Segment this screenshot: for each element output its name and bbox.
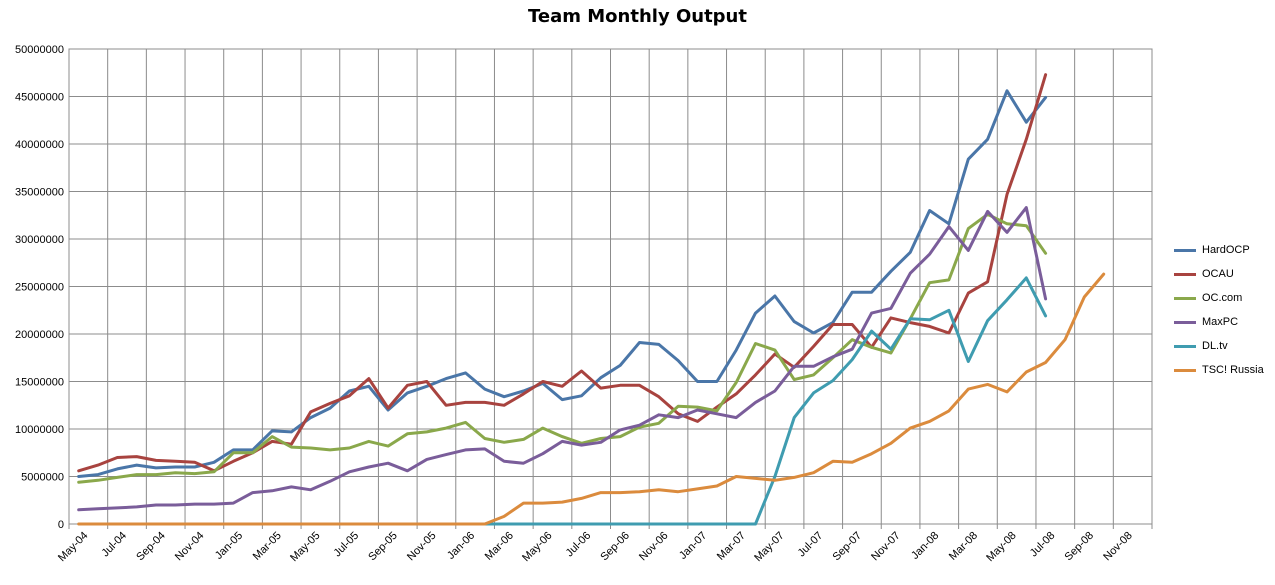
legend-label: OC.com: [1202, 292, 1243, 304]
x-tick-label: Mar-06: [483, 530, 516, 563]
series-line-ocau: [77, 73, 1048, 473]
x-tick-label: Mar-05: [251, 530, 284, 563]
x-tick-label: May-04: [56, 530, 90, 564]
legend-swatch: [1174, 321, 1196, 324]
y-tick-label: 40000000: [15, 139, 64, 151]
y-tick-label: 50000000: [15, 44, 64, 56]
axis-layer: 0 5000000 10000000 15000000 20000000 25000000…: [15, 44, 1135, 564]
x-tick-label: Sep-05: [366, 530, 400, 564]
x-tick-label: Jan-05: [213, 530, 245, 562]
y-tick-label: 15000000: [15, 377, 64, 389]
series-layer: [77, 73, 1106, 526]
x-tick-label: Jan-07: [677, 530, 709, 562]
x-tick-label: Mar-08: [947, 530, 980, 563]
x-tick-label: Nov-04: [173, 530, 207, 564]
x-tick-label: May-08: [984, 530, 1018, 564]
y-tick-label: 10000000: [15, 424, 64, 436]
y-tick-label: 35000000: [15, 187, 64, 199]
x-tick-label: May-05: [288, 530, 322, 564]
y-tick-label: 0: [58, 519, 64, 531]
series-line-maxpc: [77, 206, 1048, 512]
legend-label: OCAU: [1202, 268, 1234, 280]
legend-swatch: [1174, 297, 1196, 300]
x-tick-label: Jul-06: [564, 530, 594, 560]
y-tick-label: 20000000: [15, 329, 64, 341]
grid-layer: [68, 48, 1153, 529]
y-tick-label: 5000000: [21, 472, 64, 484]
legend-label: MaxPC: [1202, 316, 1239, 328]
x-tick-label: Sep-04: [134, 530, 168, 564]
x-tick-label: Jul-08: [1028, 530, 1058, 560]
chart-title: Team Monthly Output: [528, 6, 747, 27]
x-tick-label: Sep-08: [1063, 530, 1097, 564]
legend-swatch: [1174, 369, 1196, 372]
x-tick-label: Jan-08: [909, 530, 941, 562]
series-line-hardocp: [77, 89, 1048, 478]
x-tick-label: May-07: [752, 530, 786, 564]
series-line-oc-com: [77, 212, 1048, 484]
legend-swatch: [1174, 345, 1196, 348]
x-tick-label: May-06: [520, 530, 554, 564]
legend-swatch: [1174, 273, 1196, 276]
series-line-dl-tv: [483, 276, 1048, 526]
legend-swatch: [1174, 249, 1196, 252]
legend-label: TSC! Russia: [1202, 364, 1264, 376]
x-tick-label: Jan-06: [445, 530, 477, 562]
legend-label: HardOCP: [1202, 244, 1250, 256]
x-tick-label: Jul-04: [99, 530, 129, 560]
series-line-tsc-russia: [77, 272, 1106, 526]
y-tick-label: 30000000: [15, 234, 64, 246]
y-tick-label: 25000000: [15, 282, 64, 294]
x-tick-label: Nov-08: [1101, 530, 1135, 564]
x-tick-label: Nov-06: [637, 530, 671, 564]
legend-label: DL.tv: [1202, 340, 1228, 352]
x-tick-label: Sep-07: [830, 530, 864, 564]
x-tick-label: Mar-07: [715, 530, 748, 563]
x-tick-label: Sep-06: [598, 530, 632, 564]
x-tick-label: Nov-05: [405, 530, 439, 564]
x-tick-label: Nov-07: [869, 530, 903, 564]
x-tick-label: Jul-05: [332, 530, 362, 560]
x-tick-label: Jul-07: [796, 530, 826, 560]
y-tick-label: 45000000: [15, 92, 64, 104]
